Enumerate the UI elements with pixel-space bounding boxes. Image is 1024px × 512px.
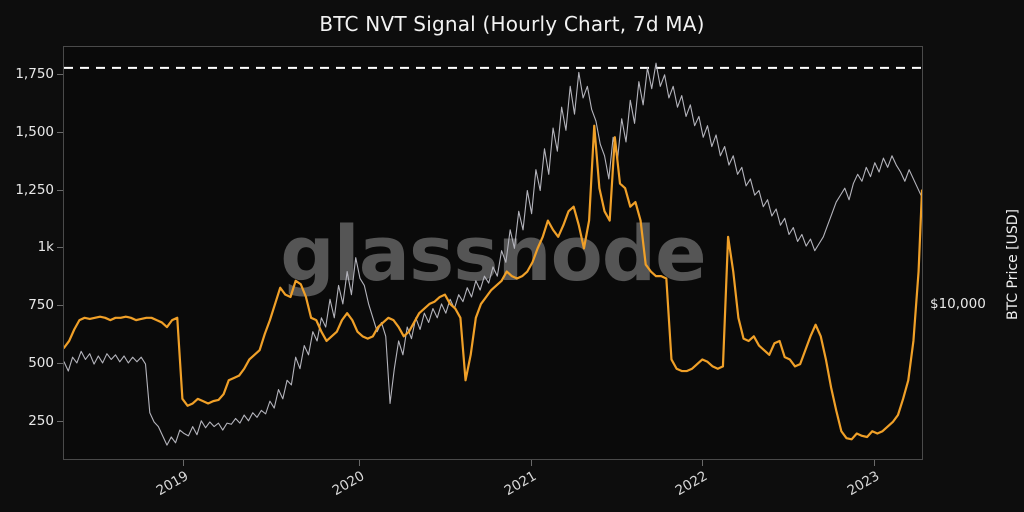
x-axis-tick-label: 2019 (153, 468, 192, 500)
y-axis-tick-label: 1,250 (15, 181, 54, 198)
y-axis-tick-label: 250 (28, 412, 54, 429)
x-axis-tick-mark (702, 460, 704, 466)
y-axis-tick-label: 500 (28, 355, 54, 372)
y-axis-tick-label: 750 (28, 297, 54, 314)
y-axis-tick-mark (57, 305, 63, 307)
series-canvas (64, 62, 922, 446)
y-axis-tick-label: 1k (37, 239, 54, 256)
series-line (64, 62, 922, 446)
y-axis-tick-mark (57, 189, 63, 191)
right-axis-title: BTC Price [USD] (1005, 208, 1021, 320)
x-axis-tick-mark (873, 460, 875, 466)
x-axis-tick-mark (530, 460, 532, 466)
x-axis-tick-label: 2020 (329, 468, 368, 500)
series-line (64, 124, 922, 441)
y-axis-tick-label: 1,750 (15, 65, 54, 82)
x-axis-tick-label: 2022 (672, 468, 711, 500)
x-axis-tick-mark (183, 460, 185, 466)
chart-title: BTC NVT Signal (Hourly Chart, 7d MA) (319, 12, 705, 36)
y-axis-tick-mark (57, 247, 63, 249)
y-axis-tick-label: 1,500 (15, 123, 54, 140)
right-axis-tick-label: $10,000 (930, 295, 986, 312)
y-axis-tick-mark (57, 420, 63, 422)
y-axis-tick-mark (57, 363, 63, 365)
x-axis-tick-label: 2021 (501, 468, 539, 500)
x-axis-tick-label: 2023 (844, 468, 883, 500)
x-axis-tick-mark (359, 460, 360, 466)
y-axis-tick-mark (57, 131, 63, 133)
y-axis-tick-mark (57, 73, 63, 75)
